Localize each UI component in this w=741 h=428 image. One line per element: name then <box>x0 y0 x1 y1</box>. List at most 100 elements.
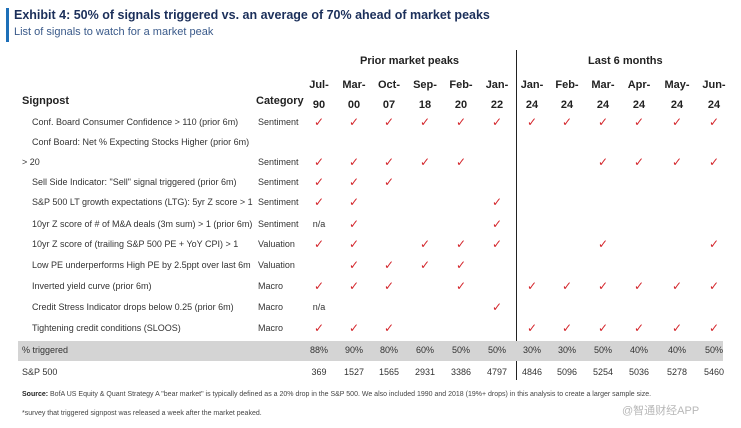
check-icon: ✓ <box>491 237 503 251</box>
signpost-name: Inverted yield curve (prior 6m) <box>32 281 152 291</box>
column-header-year: 24 <box>632 99 646 111</box>
check-icon: ✓ <box>708 237 720 251</box>
check-icon: ✓ <box>708 321 720 335</box>
signpost-name: Credit Stress Indicator drops below 0.25… <box>32 302 234 312</box>
column-header: Feb- 24 <box>549 75 585 115</box>
pct-triggered-value: 60% <box>415 345 434 355</box>
column-header: Feb- 20 <box>443 75 479 115</box>
check-icon: ✓ <box>671 155 683 169</box>
pct-triggered-value: 80% <box>379 345 398 355</box>
signpost-category: Valuation <box>258 239 295 249</box>
column-header-month: Jul- <box>309 79 329 91</box>
pct-triggered-value: 50% <box>704 345 723 355</box>
pct-triggered-value: 30% <box>557 345 576 355</box>
column-header-month: Jun- <box>702 79 726 91</box>
column-header-year: 24 <box>707 99 721 111</box>
check-icon: ✓ <box>455 258 467 272</box>
column-header-year: 07 <box>382 99 396 111</box>
check-icon: ✓ <box>419 237 431 251</box>
check-icon: ✓ <box>419 155 431 169</box>
check-icon: ✓ <box>491 195 503 209</box>
check-icon: ✓ <box>419 258 431 272</box>
column-header-month: Oct- <box>378 79 400 91</box>
sp500-value: 4797 <box>486 367 508 377</box>
check-icon: ✓ <box>561 115 573 129</box>
sp500-value: 5278 <box>666 367 688 377</box>
source-text: BofA US Equity & Quant Strategy A "bear … <box>48 391 652 398</box>
check-icon: ✓ <box>671 321 683 335</box>
signpost-name: 10yr Z score of # of M&A deals (3m sum) … <box>32 219 253 229</box>
source-label: Source: <box>22 391 49 398</box>
check-icon: ✓ <box>708 155 720 169</box>
column-header: Apr- 24 <box>621 75 657 115</box>
signpost-name: Sell Side Indicator: "Sell" signal trigg… <box>32 177 237 187</box>
check-icon: ✓ <box>313 155 325 169</box>
check-icon: ✓ <box>633 279 645 293</box>
exhibit-subtitle: List of signals to watch for a market pe… <box>14 26 214 38</box>
pct-triggered-value: 88% <box>309 345 328 355</box>
signpost-category: Sentiment <box>258 197 299 207</box>
sp500-value: 5036 <box>628 367 650 377</box>
column-header-year: 24 <box>670 99 684 111</box>
signpost-category: Macro <box>258 302 284 312</box>
check-icon: ✓ <box>455 115 467 129</box>
signpost-name-cont: > 20 <box>22 157 40 167</box>
sp500-value: 369 <box>311 367 327 377</box>
check-icon: ✓ <box>383 258 395 272</box>
group-divider <box>516 50 517 380</box>
check-icon: ✓ <box>313 237 325 251</box>
column-header-month: Sep- <box>413 79 437 91</box>
column-header: Jul- 90 <box>301 75 337 115</box>
check-icon: ✓ <box>383 321 395 335</box>
column-header-year: 22 <box>490 99 504 111</box>
sp500-value: 3386 <box>450 367 472 377</box>
column-header-month: Mar- <box>342 79 366 91</box>
check-icon: ✓ <box>491 115 503 129</box>
check-icon: ✓ <box>348 321 360 335</box>
column-header-month: Mar- <box>591 79 615 91</box>
check-icon: ✓ <box>561 279 573 293</box>
sp500-value: 1565 <box>378 367 400 377</box>
check-icon: ✓ <box>561 321 573 335</box>
check-icon: ✓ <box>313 279 325 293</box>
check-icon: ✓ <box>455 279 467 293</box>
signpost-name: Tightening credit conditions (SLOOS) <box>32 323 181 333</box>
signpost-category: Macro <box>258 281 284 291</box>
column-header-month: Jan- <box>520 79 544 91</box>
sp500-value: 5460 <box>703 367 725 377</box>
check-icon: ✓ <box>313 175 325 189</box>
header-category: Category <box>256 95 304 107</box>
signpost-name: Conf Board: Net % Expecting Stocks Highe… <box>32 137 250 147</box>
column-header-year: 20 <box>454 99 468 111</box>
check-icon: ✓ <box>383 155 395 169</box>
check-icon: ✓ <box>348 258 360 272</box>
check-icon: ✓ <box>633 115 645 129</box>
signpost-category: Sentiment <box>258 219 299 229</box>
check-icon: ✓ <box>526 321 538 335</box>
check-icon: ✓ <box>597 321 609 335</box>
signpost-category: Valuation <box>258 260 295 270</box>
check-icon: ✓ <box>491 217 503 231</box>
column-header-year: 24 <box>525 99 539 111</box>
check-icon: ✓ <box>383 279 395 293</box>
column-header: Mar- 24 <box>585 75 621 115</box>
check-icon: ✓ <box>455 155 467 169</box>
check-icon: ✓ <box>597 237 609 251</box>
sp500-value: 1527 <box>343 367 365 377</box>
signpost-name: 10yr Z score of (trailing S&P 500 PE + Y… <box>32 239 239 249</box>
check-icon: ✓ <box>708 115 720 129</box>
check-icon: ✓ <box>313 321 325 335</box>
pct-triggered-value: 50% <box>593 345 612 355</box>
signpost-category: Sentiment <box>258 157 299 167</box>
signpost-name: S&P 500 LT growth expectations (LTG): 5y… <box>32 197 253 207</box>
check-icon: ✓ <box>348 175 360 189</box>
check-icon: ✓ <box>597 279 609 293</box>
check-icon: ✓ <box>348 115 360 129</box>
column-header: Jan- 24 <box>514 75 550 115</box>
check-icon: ✓ <box>313 115 325 129</box>
check-icon: ✓ <box>671 115 683 129</box>
check-icon: ✓ <box>348 217 360 231</box>
column-header: Jun- 24 <box>696 75 732 115</box>
check-icon: ✓ <box>597 155 609 169</box>
signpost-category: Sentiment <box>258 177 299 187</box>
